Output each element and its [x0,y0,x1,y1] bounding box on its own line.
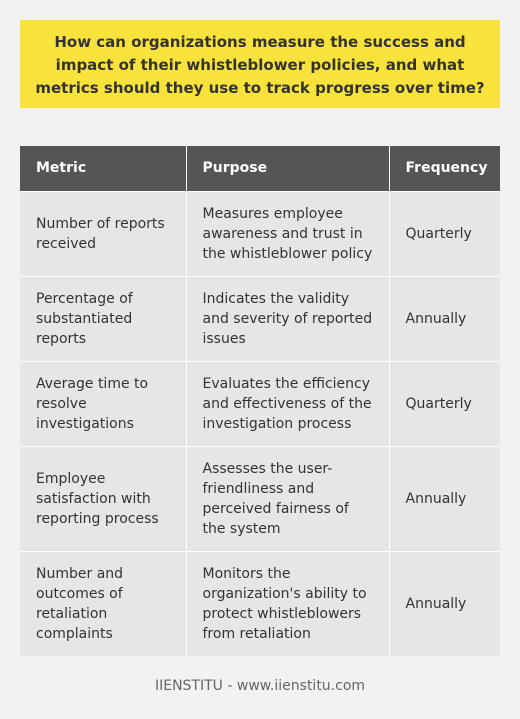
question-banner: How can organizations measure the succes… [20,20,500,108]
frequency-cell: Quarterly [389,190,500,276]
column-header-frequency: Frequency [389,146,500,191]
table-header-row: Metric Purpose Frequency [20,146,500,191]
table-row: Percentage of substantiated reports Indi… [20,275,500,361]
frequency-cell: Annually [389,445,500,551]
table-row: Average time to resolve investigations E… [20,360,500,446]
frequency-cell: Annually [389,275,500,361]
metric-cell: Average time to resolve investigations [20,360,187,446]
table-row: Employee satisfaction with reporting pro… [20,445,500,551]
metric-cell: Percentage of substantiated reports [20,275,187,361]
metric-cell: Number and outcomes of retaliation compl… [20,550,187,656]
column-header-metric: Metric [20,146,187,191]
column-header-purpose: Purpose [186,146,390,191]
metrics-table: Metric Purpose Frequency Number of repor… [20,146,500,656]
purpose-cell: Measures employee awareness and trust in… [186,190,390,276]
purpose-cell: Indicates the validity and severity of r… [186,275,390,361]
frequency-cell: Annually [389,550,500,656]
purpose-cell: Assesses the user-friendliness and perce… [186,445,390,551]
metric-cell: Employee satisfaction with reporting pro… [20,445,187,551]
metric-cell: Number of reports received [20,190,187,276]
table-row: Number of reports received Measures empl… [20,190,500,276]
table-row: Number and outcomes of retaliation compl… [20,550,500,656]
purpose-cell: Monitors the organization's ability to p… [186,550,390,656]
frequency-cell: Quarterly [389,360,500,446]
purpose-cell: Evaluates the efficiency and effectivene… [186,360,390,446]
question-text: How can organizations measure the succes… [35,33,485,97]
footer-credit: IIENSTITU - www.iienstitu.com [154,678,366,694]
